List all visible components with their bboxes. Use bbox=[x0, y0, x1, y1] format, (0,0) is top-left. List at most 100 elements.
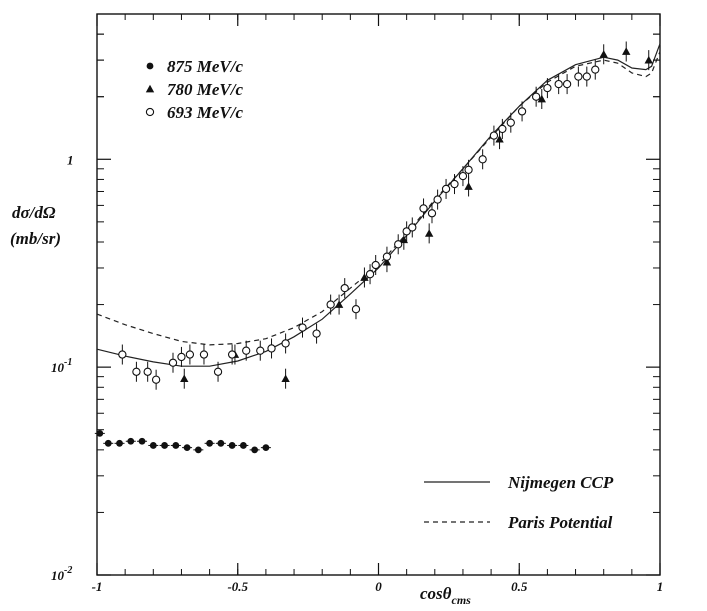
point-780 bbox=[622, 47, 631, 55]
point-693 bbox=[506, 118, 515, 127]
point-693 bbox=[151, 375, 161, 384]
point-780 bbox=[180, 374, 189, 383]
legend-markers: 875 MeV/c 780 MeV/c 693 MeV/c bbox=[145, 57, 243, 122]
points-layer bbox=[94, 41, 653, 454]
point-693 bbox=[464, 165, 473, 174]
legend-label: 875 MeV/c bbox=[167, 57, 243, 76]
point-875 bbox=[104, 439, 112, 447]
point-693 bbox=[242, 346, 251, 355]
point-875 bbox=[217, 439, 225, 447]
nijmegen-ccp-curve bbox=[96, 43, 661, 367]
point-693 bbox=[450, 179, 459, 189]
point-780 bbox=[360, 273, 369, 281]
point-693 bbox=[591, 65, 600, 74]
legend-label: 780 MeV/c bbox=[167, 80, 243, 99]
point-693 bbox=[543, 83, 552, 93]
point-693 bbox=[365, 270, 375, 279]
point-693 bbox=[408, 223, 417, 232]
point-693 bbox=[517, 107, 527, 116]
x-axis-label: cosθcms bbox=[420, 584, 471, 607]
point-875 bbox=[262, 444, 270, 452]
point-693 bbox=[531, 92, 541, 101]
point-693 bbox=[489, 131, 499, 140]
point-693 bbox=[326, 300, 335, 309]
point-693 bbox=[371, 260, 380, 270]
y-tick-base: 1 bbox=[67, 152, 74, 167]
legend-lines: Nijmegen CCP Paris Potential bbox=[424, 473, 614, 532]
curves-layer bbox=[96, 43, 661, 367]
point-693 bbox=[458, 171, 468, 181]
point-875 bbox=[239, 442, 247, 449]
legend-line-label: Paris Potential bbox=[507, 513, 613, 532]
point-875 bbox=[206, 439, 214, 447]
point-780 bbox=[424, 229, 434, 237]
point-693 bbox=[562, 79, 572, 89]
point-875 bbox=[194, 446, 202, 454]
point-780 bbox=[464, 182, 473, 190]
point-693 bbox=[394, 240, 403, 249]
point-693 bbox=[554, 79, 563, 89]
point-875 bbox=[138, 437, 146, 445]
point-875 bbox=[149, 442, 157, 449]
point-780 bbox=[281, 374, 290, 383]
labels-layer: -1 -0.5 0 0.5 1 10 -2 10-1 1 bbox=[51, 152, 663, 594]
legend-marker-open-circle-icon bbox=[145, 107, 155, 117]
legend-marker-filled-circle-icon bbox=[146, 62, 154, 70]
legend-marker-filled-triangle-icon bbox=[145, 84, 155, 93]
point-875 bbox=[127, 437, 135, 445]
point-693 bbox=[256, 346, 265, 355]
point-875 bbox=[183, 444, 191, 452]
point-693 bbox=[227, 350, 237, 359]
point-875 bbox=[161, 442, 168, 449]
y-tick-exponent: -1 bbox=[64, 357, 72, 368]
point-780 bbox=[334, 300, 344, 308]
point-693 bbox=[351, 305, 361, 314]
point-693 bbox=[298, 323, 307, 332]
x-tick-label: -1 bbox=[92, 579, 103, 594]
point-693 bbox=[177, 352, 186, 362]
point-693 bbox=[213, 367, 223, 376]
y-tick-exponent: -2 bbox=[64, 565, 72, 576]
x-tick-label: -0.5 bbox=[227, 579, 248, 594]
legend-line-label: Nijmegen CCP bbox=[507, 473, 614, 492]
y-tick-label: 1 bbox=[67, 152, 74, 167]
x-tick-label: 0 bbox=[375, 579, 382, 594]
point-693 bbox=[168, 358, 178, 367]
point-875 bbox=[228, 442, 236, 449]
ticks-layer bbox=[96, 13, 661, 576]
point-693 bbox=[427, 209, 437, 218]
point-693 bbox=[382, 252, 392, 261]
point-693 bbox=[199, 350, 209, 359]
point-693 bbox=[498, 124, 507, 134]
x-axis-label-sub: cms bbox=[452, 593, 472, 607]
paris-potential-curve bbox=[96, 51, 661, 346]
point-693 bbox=[441, 184, 451, 194]
point-780 bbox=[399, 235, 409, 244]
y-tick-base: 10 bbox=[51, 360, 65, 375]
point-780 bbox=[644, 55, 653, 64]
point-780 bbox=[599, 50, 608, 58]
point-693 bbox=[143, 367, 152, 376]
point-780 bbox=[537, 94, 546, 103]
y-axis-label-line1: dσ/dΩ bbox=[12, 203, 56, 222]
point-693 bbox=[402, 227, 411, 236]
point-693 bbox=[582, 72, 591, 81]
point-875 bbox=[96, 429, 104, 437]
y-tick-label: 10-1 bbox=[51, 357, 72, 375]
point-693 bbox=[340, 283, 349, 293]
point-693 bbox=[118, 350, 127, 359]
point-693 bbox=[478, 155, 487, 164]
point-693 bbox=[419, 204, 428, 213]
point-693 bbox=[267, 344, 276, 353]
point-693 bbox=[433, 195, 442, 204]
point-693 bbox=[132, 367, 141, 376]
point-875 bbox=[251, 446, 259, 454]
y-axis-label-line2: (mb/sr) bbox=[10, 229, 61, 248]
legend-label: 693 MeV/c bbox=[167, 103, 243, 122]
x-tick-label: 0.5 bbox=[511, 579, 528, 594]
point-693 bbox=[312, 329, 321, 338]
point-693 bbox=[574, 72, 583, 81]
point-875 bbox=[116, 439, 123, 447]
x-tick-label: 1 bbox=[657, 579, 664, 594]
